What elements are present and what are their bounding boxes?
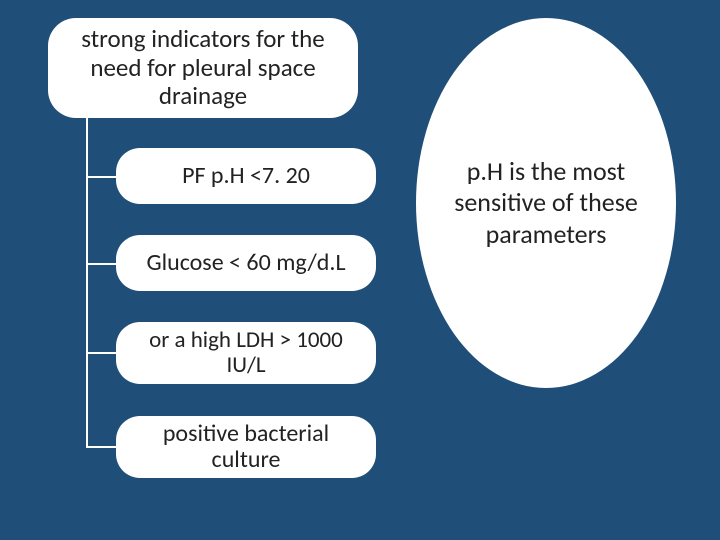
connector-branch-1 [86, 263, 116, 265]
indicator-item-label: Glucose < 60 mg/d.L [146, 250, 345, 276]
indicator-item-2: or a high LDH > 1000 IU/L [116, 322, 376, 384]
indicator-item-3: positive bacterial culture [116, 416, 376, 478]
connector-branch-0 [86, 176, 116, 178]
root-indicator-box: strong indicators for the need for pleur… [48, 18, 358, 118]
indicator-item-0: PF p.H <7. 20 [116, 148, 376, 204]
note-ellipse-text: p.H is the most sensitive of these param… [452, 156, 640, 250]
indicator-item-label: positive bacterial culture [140, 421, 352, 474]
indicator-item-1: Glucose < 60 mg/d.L [116, 235, 376, 291]
connector-branch-3 [86, 446, 116, 448]
indicator-item-label: or a high LDH > 1000 IU/L [130, 328, 362, 379]
indicator-item-label: PF p.H <7. 20 [182, 163, 310, 189]
root-indicator-text: strong indicators for the need for pleur… [66, 25, 340, 111]
note-ellipse: p.H is the most sensitive of these param… [416, 18, 676, 388]
connector-branch-2 [86, 352, 116, 354]
connector-trunk [86, 118, 88, 448]
